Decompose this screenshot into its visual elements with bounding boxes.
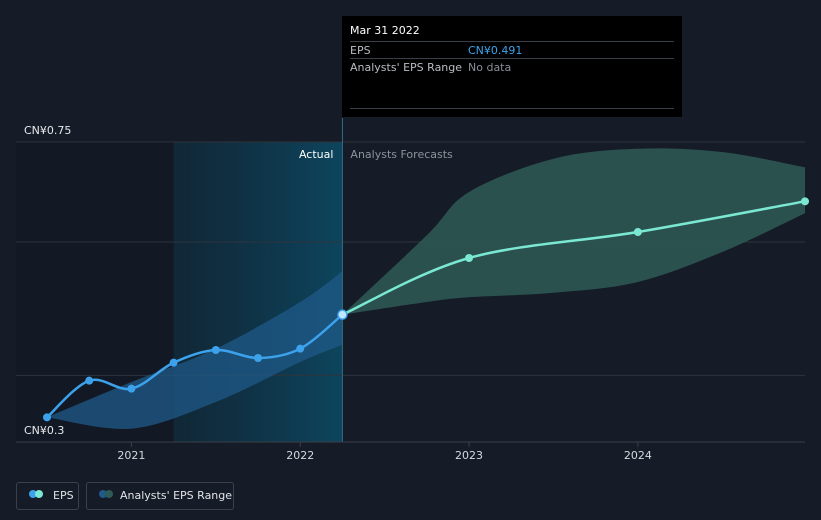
legend-range-label: Analysts' EPS Range (120, 489, 233, 502)
x-tick-label: 2021 (117, 449, 145, 462)
actual-range-band (47, 271, 343, 430)
eps-point (296, 344, 305, 353)
eps-point (43, 413, 51, 422)
legend-eps-label: EPS (53, 489, 74, 502)
eps-point (127, 384, 136, 393)
tooltip-date: Mar 31 2022 (350, 24, 420, 37)
tooltip-eps-label: EPS (350, 44, 371, 57)
tooltip-eps-value: CN¥0.491 (468, 44, 523, 57)
data-points (43, 197, 809, 422)
tooltip: Mar 31 2022 EPS CN¥0.491 Analysts' EPS R… (342, 16, 682, 117)
tooltip-range-value: No data (468, 61, 512, 74)
x-tick-label: 2024 (624, 449, 652, 462)
x-tick-label: 2022 (286, 449, 314, 462)
eps-point (169, 358, 178, 367)
legend-range-button[interactable]: Analysts' EPS Range (86, 482, 234, 510)
tooltip-row-eps: EPS CN¥0.491 (350, 41, 674, 59)
legend-range-swatch (99, 490, 113, 498)
y-max-label: CN¥0.75 (24, 124, 71, 137)
eps-forecast-line (341, 200, 807, 316)
actual-label: Actual (299, 148, 333, 161)
eps-point (85, 376, 94, 385)
tooltip-row-range: Analysts' EPS Range No data (350, 58, 674, 76)
forecast-label: Analysts Forecasts (350, 148, 453, 161)
eps-point (211, 346, 220, 354)
tooltip-divider (350, 108, 674, 109)
y-min-label: CN¥0.3 (24, 424, 64, 437)
eps-point (254, 354, 263, 362)
eps-chart: Actual Analysts Forecasts CN¥0.75 CN¥0.3… (16, 118, 809, 462)
forecast-point (633, 228, 642, 236)
x-axis-ticks: 2021 2022 2023 2024 (117, 442, 652, 462)
forecast-point (801, 197, 809, 206)
legend-eps-button[interactable]: EPS (16, 482, 79, 510)
forecast-range-band (342, 148, 805, 315)
eps-point (337, 309, 348, 320)
forecast-point (465, 254, 474, 262)
x-tick-label: 2023 (455, 449, 483, 462)
tooltip-range-label: Analysts' EPS Range (350, 61, 463, 74)
legend-eps-swatch (29, 490, 43, 498)
